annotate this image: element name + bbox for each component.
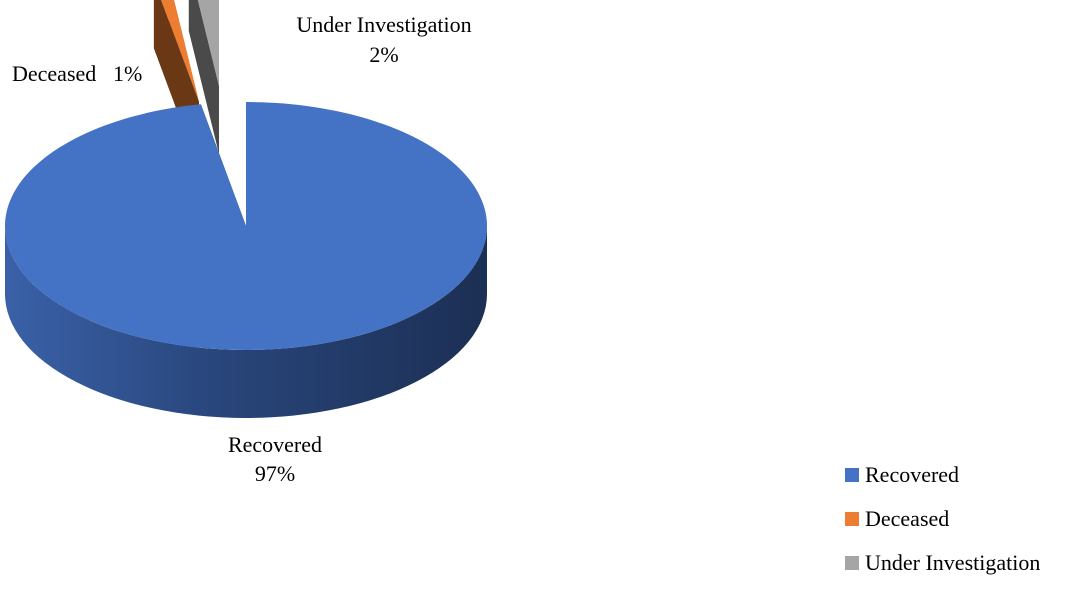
data-label-under-investigation-percent: 2% [369, 42, 398, 67]
legend-swatch-under-investigation [845, 556, 859, 570]
data-label-recovered-percent: 97% [255, 461, 295, 486]
data-label-deceased-percent: 1% [113, 61, 142, 86]
legend-item-recovered[interactable]: Recovered [845, 464, 1085, 486]
legend-item-under-investigation[interactable]: Under Investigation [845, 552, 1085, 574]
data-label-under-investigation-name: Under Investigation [296, 12, 471, 37]
pie-slice-under-investigation[interactable] [189, 0, 219, 86]
legend-label-recovered: Recovered [865, 462, 960, 487]
pie-side-recovered [5, 226, 487, 418]
legend: Recovered Deceased Under Investigation [845, 464, 1085, 574]
legend-swatch-deceased [845, 512, 859, 526]
legend-swatch-recovered [845, 468, 859, 482]
data-label-recovered-name: Recovered [228, 432, 322, 457]
pie-slice-recovered[interactable] [4, 102, 487, 350]
legend-label-deceased: Deceased [865, 506, 950, 531]
pie-wall-under-investigation-0 [188, 0, 219, 154]
legend-item-deceased[interactable]: Deceased [845, 508, 1085, 530]
legend-label-under-investigation: Under Investigation [865, 550, 1041, 575]
data-label-deceased-name: Deceased [12, 61, 96, 86]
